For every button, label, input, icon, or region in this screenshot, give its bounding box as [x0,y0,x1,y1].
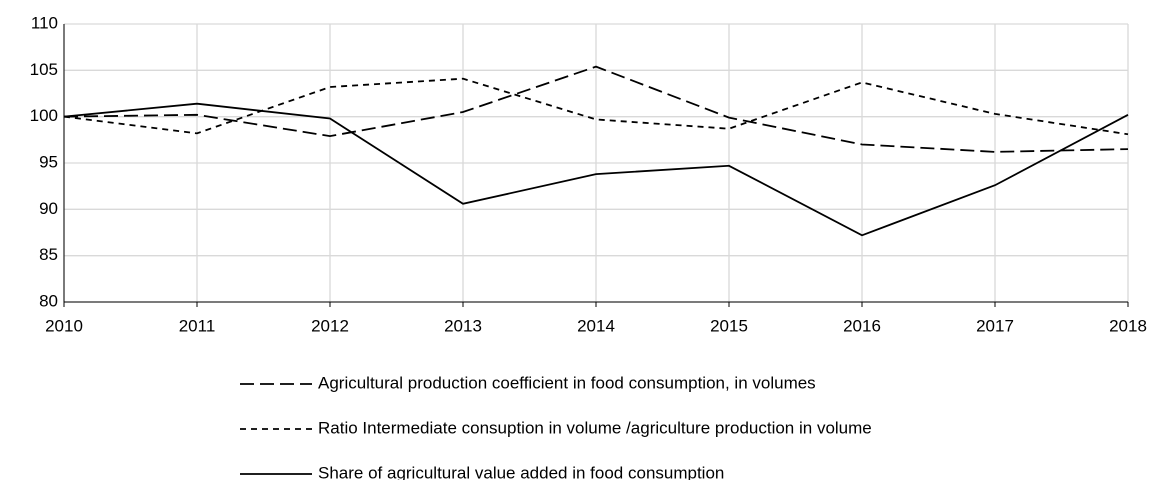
y-tick-label: 85 [39,245,58,264]
x-tick-label: 2017 [976,316,1014,335]
x-tick-label: 2010 [45,316,83,335]
y-tick-label: 100 [30,106,58,125]
x-tick-label: 2013 [444,316,482,335]
y-tick-label: 90 [39,199,58,218]
x-tick-label: 2011 [179,316,216,335]
x-tick-label: 2014 [577,316,615,335]
y-tick-label: 110 [31,13,58,32]
legend-label: Agricultural production coefficient in f… [318,373,816,392]
x-tick-label: 2018 [1109,316,1147,335]
x-tick-label: 2015 [710,316,748,335]
legend-label: Share of agricultural value added in foo… [318,463,724,480]
series-line [63,102,1129,237]
x-tick-label: 2012 [311,316,349,335]
y-tick-label: 105 [30,60,58,79]
legend-label: Ratio Intermediate consuption in volume … [318,418,872,437]
y-tick-label: 95 [39,152,58,171]
series-line [63,65,1129,153]
series-line [63,77,1129,136]
y-tick-label: 80 [39,291,58,310]
x-tick-label: 2016 [843,316,881,335]
